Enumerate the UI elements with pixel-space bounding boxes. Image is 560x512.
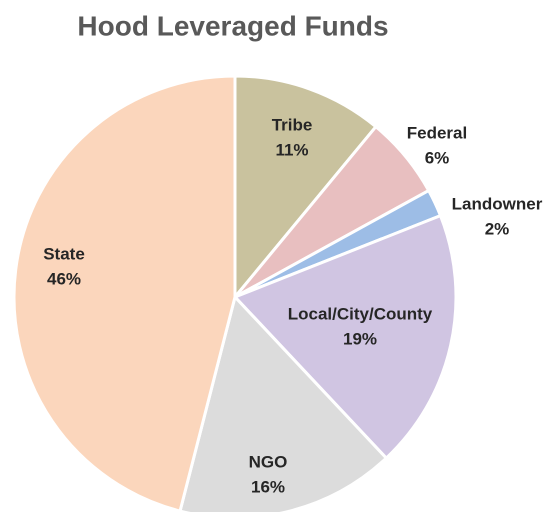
slice-value-label: 2% xyxy=(485,219,510,238)
chart-title: Hood Leveraged Funds xyxy=(77,10,388,41)
slice-value-label: 19% xyxy=(343,329,377,348)
slice-category-label: Landowner xyxy=(452,194,543,213)
slice-value-label: 6% xyxy=(425,148,450,167)
slice-value-label: 16% xyxy=(251,477,285,496)
slice-category-label: NGO xyxy=(249,452,288,471)
slice-category-label: Local/City/County xyxy=(288,304,433,323)
pie-slice xyxy=(178,295,388,512)
pie-slice xyxy=(12,74,237,512)
slice-value-label: 46% xyxy=(47,269,81,288)
pie-slice xyxy=(233,74,378,299)
pie-slice xyxy=(233,214,458,460)
slice-category-label: State xyxy=(43,244,85,263)
slice-category-label: Federal xyxy=(407,123,467,142)
slice-value-label: 11% xyxy=(275,140,308,159)
slice-category-label: Tribe xyxy=(272,115,313,134)
